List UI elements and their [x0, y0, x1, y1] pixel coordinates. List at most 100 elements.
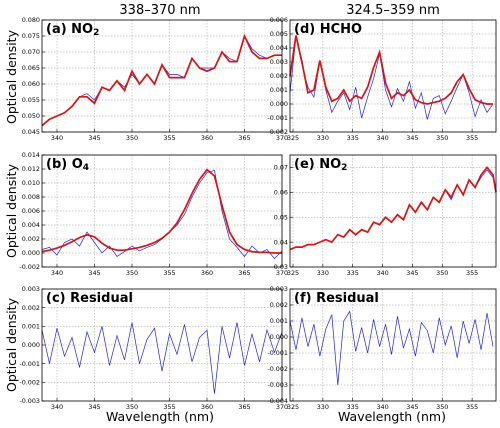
fit-line [289, 35, 494, 105]
x-tick-label: 340 [376, 134, 388, 142]
column-title-right: 324.5–359 nm [346, 3, 440, 18]
y-tick-label: 0.001 [22, 323, 40, 331]
y-tick-label: 0.006 [22, 207, 40, 215]
y-tick-label: 0.060 [22, 80, 40, 88]
panel-title: (d) HCHO [294, 22, 362, 37]
y-tick-label: 0.012 [22, 165, 40, 173]
panel-title-subscript: 4 [83, 163, 89, 173]
y-tick-label: 0.002 [22, 304, 40, 312]
x-tick-label: 355 [163, 134, 175, 142]
panel-c-residual: 340 345 350 355 360 365 370 -0.003 -0.002 -0.001 0… [19, 285, 288, 411]
x-tick-label: 350 [436, 269, 448, 277]
y-tick-label: 0.07 [274, 164, 288, 172]
x-tick-label: 345 [406, 269, 418, 277]
y-tick-label: -0.003 [267, 381, 288, 389]
x-tick-label: 350 [126, 269, 138, 277]
y-tick-label: 0.05 [274, 213, 288, 221]
y-tick-label: 0.005 [270, 30, 288, 38]
y-tick-label: 0.002 [270, 301, 288, 309]
x-tick-label: 325 [287, 269, 299, 277]
panel-title: (a) NO2 [46, 22, 99, 38]
x-axis-label-right: Wavelength (nm) [338, 409, 446, 424]
x-tick-label: 355 [466, 403, 478, 411]
y-tick-label: 0.001 [270, 317, 288, 325]
x-tick-label: 345 [88, 403, 100, 411]
x-tick-label: 330 [317, 134, 329, 142]
x-tick-label: 350 [126, 134, 138, 142]
y-tick-label: 0.003 [270, 58, 288, 66]
x-tick-label: 340 [51, 269, 63, 277]
panel-title: (e) NO2 [294, 157, 347, 173]
x-tick-label: 365 [238, 134, 250, 142]
y-tick-label: 0.06 [274, 189, 288, 197]
x-tick-label: 325 [287, 403, 299, 411]
y-tick-label: 0.002 [22, 235, 40, 243]
x-axis-label-left: Wavelength (nm) [106, 409, 214, 424]
x-tick-label: 360 [201, 403, 213, 411]
x-tick-label: 370 [276, 403, 288, 411]
y-tick-label: -0.002 [267, 128, 288, 136]
plot-frame [41, 154, 283, 268]
measured-line [41, 169, 283, 260]
measured-line [289, 36, 494, 120]
x-tick-label: 340 [376, 269, 388, 277]
y-axis-label-middle-left: Optical density [4, 163, 19, 258]
plot-frame [289, 154, 497, 268]
x-tick-label: 335 [347, 269, 359, 277]
x-tick-label: 340 [51, 134, 63, 142]
x-tick-label: 370 [276, 269, 288, 277]
y-tick-label: 0.070 [22, 48, 40, 56]
y-tick-label: 0.001 [270, 86, 288, 94]
y-axis-label-bottom-left: Optical density [4, 297, 19, 392]
x-tick-label: 370 [276, 134, 288, 142]
y-tick-label: 0.055 [22, 96, 40, 104]
y-tick-label: 0.075 [22, 32, 40, 40]
x-tick-label: 345 [88, 269, 100, 277]
panel-title-subscript: 2 [341, 163, 347, 173]
y-tick-label: -0.002 [267, 365, 288, 373]
x-tick-label: 350 [126, 403, 138, 411]
y-tick-label: -0.001 [267, 349, 288, 357]
plot-frame [41, 19, 283, 133]
x-tick-label: 325 [287, 134, 299, 142]
y-tick-label: 0.080 [22, 16, 40, 24]
measured-line [289, 310, 494, 386]
x-tick-label: 350 [436, 403, 448, 411]
x-tick-label: 355 [163, 269, 175, 277]
x-tick-label: 340 [51, 403, 63, 411]
y-tick-label: 0.000 [270, 333, 288, 341]
x-tick-label: 340 [376, 403, 388, 411]
panel-b-o4: 340 345 350 355 360 365 370 -0.002 0.000 0.002 0.0… [19, 151, 288, 277]
plot-frame [289, 288, 497, 402]
y-tick-label: -0.002 [19, 379, 40, 387]
y-tick-label: -0.002 [19, 263, 40, 271]
x-tick-label: 360 [201, 134, 213, 142]
panel-d-hcho: 325 330 335 340 345 350 355 -0.002 -0.001 0.000 0.… [267, 16, 497, 142]
x-tick-label: 365 [238, 403, 250, 411]
y-tick-label: -0.003 [19, 397, 40, 405]
x-tick-label: 330 [317, 269, 329, 277]
y-tick-label: 0.006 [270, 16, 288, 24]
panel-title: (f) Residual [294, 291, 379, 306]
y-tick-label: 0.050 [22, 112, 40, 120]
panel-a-no2: 340 345 350 355 360 365 370 0.045 0.050 0.055 0.06… [22, 16, 288, 142]
y-tick-label: -0.001 [19, 360, 40, 368]
y-tick-label: 0.004 [22, 221, 40, 229]
x-tick-label: 365 [238, 269, 250, 277]
y-tick-label: 0.008 [22, 193, 40, 201]
panel-title-subscript: 2 [93, 28, 99, 38]
y-tick-label: 0.014 [22, 151, 40, 159]
y-tick-label: 0.065 [22, 64, 40, 72]
panel-f-residual: 325 330 335 340 345 350 355 -0.004 -0.003 -0.002 -… [267, 285, 497, 411]
y-tick-label: 0.045 [22, 128, 40, 136]
y-tick-label: -0.001 [267, 114, 288, 122]
y-axis-label-top-left: Optical density [4, 29, 19, 124]
y-tick-label: -0.004 [267, 397, 288, 405]
x-tick-label: 350 [436, 134, 448, 142]
x-tick-label: 345 [406, 403, 418, 411]
x-tick-label: 355 [163, 403, 175, 411]
y-tick-label: 0.03 [274, 263, 288, 271]
y-tick-label: 0.000 [270, 100, 288, 108]
x-tick-label: 335 [347, 134, 359, 142]
fit-line [41, 33, 282, 127]
